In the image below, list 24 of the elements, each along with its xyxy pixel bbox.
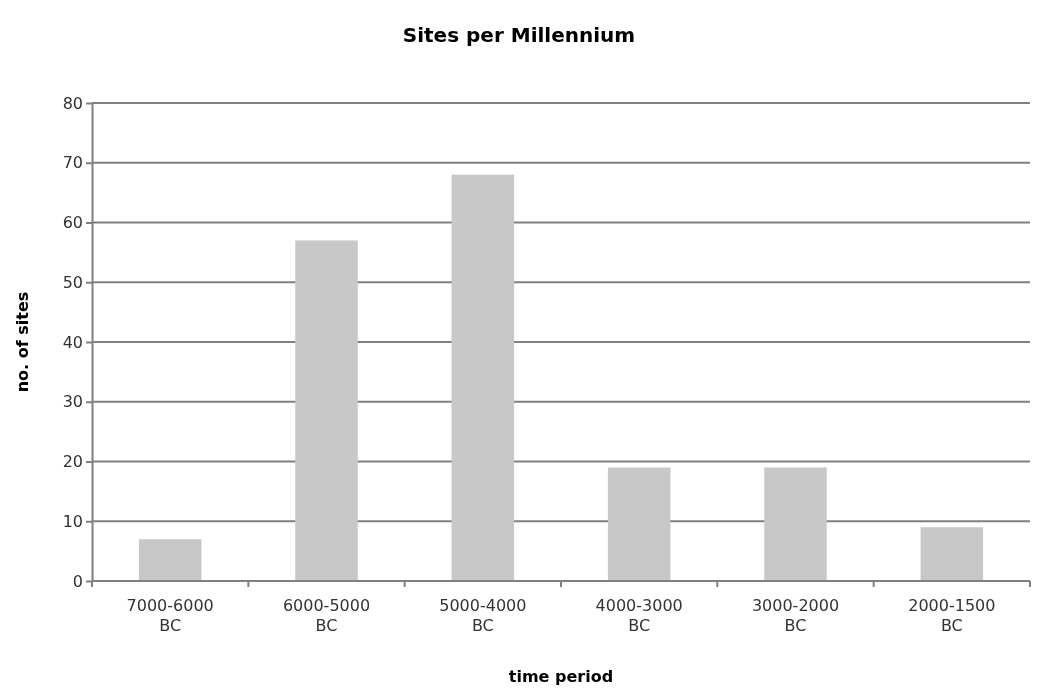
- y-axis-title: no. of sites: [13, 291, 32, 393]
- y-tick-label: 50: [62, 272, 83, 292]
- bar: [451, 174, 515, 581]
- x-tick-label: 2000-1500 BC: [908, 596, 996, 635]
- x-axis-title: time period: [508, 667, 614, 686]
- chart-title: Sites per Millennium: [402, 23, 636, 47]
- x-tick-label: 5000-4000 BC: [439, 596, 527, 635]
- y-tick-label: 80: [62, 93, 83, 113]
- y-tick-label: 30: [62, 392, 83, 412]
- y-tick-label: 40: [62, 332, 83, 352]
- bar: [607, 467, 671, 581]
- x-tick-label: 7000-6000 BC: [126, 596, 214, 635]
- bar: [920, 527, 984, 581]
- y-tick-label: 0: [72, 571, 83, 591]
- bar: [295, 240, 358, 581]
- x-tick-label: 4000-3000 BC: [595, 596, 683, 635]
- bar: [138, 539, 202, 581]
- y-tick-label: 70: [62, 153, 83, 173]
- bar: [764, 467, 827, 581]
- y-tick-label: 10: [62, 511, 83, 531]
- x-tick-label: 6000-5000 BC: [282, 596, 371, 635]
- x-tick-label: 3000-2000 BC: [751, 596, 840, 635]
- y-tick-label: 60: [62, 213, 83, 233]
- y-tick-label: 20: [62, 452, 83, 472]
